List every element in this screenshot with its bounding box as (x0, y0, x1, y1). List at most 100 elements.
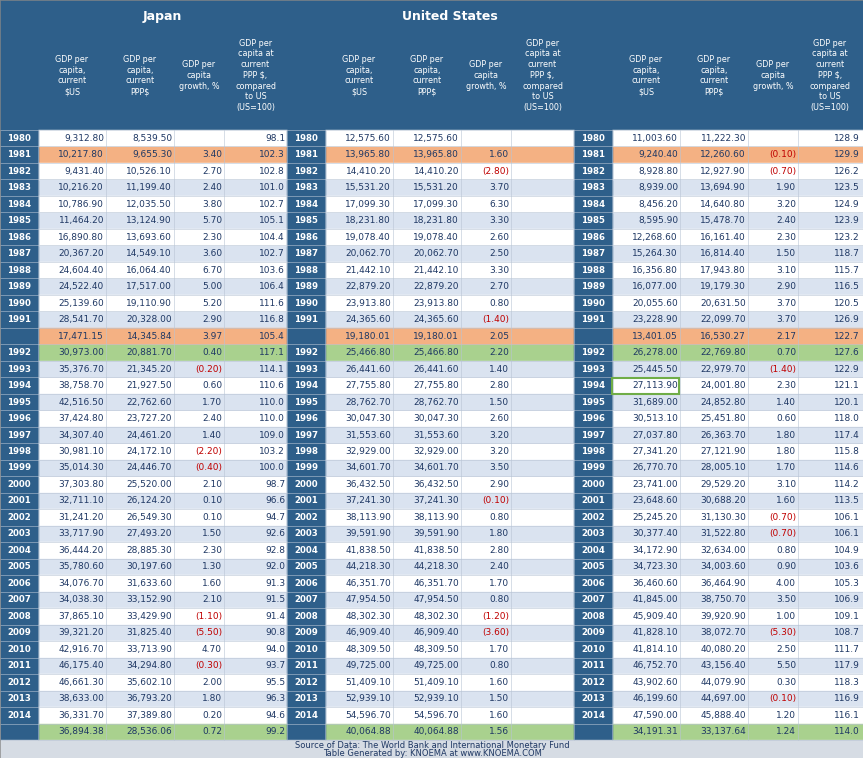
Text: 37,865.10: 37,865.10 (58, 612, 104, 621)
Bar (325, 724, 574, 740)
Text: (3.60): (3.60) (482, 628, 509, 637)
Text: 5.50: 5.50 (776, 661, 796, 670)
Text: 1981: 1981 (7, 150, 31, 159)
Text: 2000: 2000 (581, 480, 605, 489)
Text: 32,929.00: 32,929.00 (413, 447, 459, 456)
Text: 19,180.01: 19,180.01 (413, 331, 459, 340)
Bar (0, 641, 38, 658)
Text: 126.2: 126.2 (835, 167, 860, 176)
Text: 12,260.60: 12,260.60 (701, 150, 746, 159)
Bar (612, 724, 863, 740)
Text: 27,113.90: 27,113.90 (633, 381, 678, 390)
Bar (0, 543, 38, 559)
Text: 30,197.60: 30,197.60 (126, 562, 172, 572)
Text: 28,536.06: 28,536.06 (126, 727, 172, 736)
Text: 21,345.20: 21,345.20 (127, 365, 172, 374)
Bar (612, 427, 863, 443)
Bar (612, 592, 863, 608)
Text: 29,529.20: 29,529.20 (701, 480, 746, 489)
Text: 23,648.60: 23,648.60 (633, 496, 678, 506)
Text: 22,762.60: 22,762.60 (127, 397, 172, 406)
Text: 1988: 1988 (7, 265, 31, 274)
Text: 117.4: 117.4 (835, 431, 860, 440)
Bar (612, 625, 863, 641)
Text: GDP per
capita
growth, %: GDP per capita growth, % (466, 60, 507, 91)
Bar (325, 246, 574, 262)
Bar (0, 130, 38, 146)
Text: 1.70: 1.70 (488, 579, 509, 588)
Text: 54,596.70: 54,596.70 (413, 711, 459, 720)
Text: 91.4: 91.4 (265, 612, 285, 621)
Text: 1.60: 1.60 (202, 579, 222, 588)
Text: 20,055.60: 20,055.60 (633, 299, 678, 308)
Text: 32,634.00: 32,634.00 (701, 546, 746, 555)
Text: (0.10): (0.10) (769, 150, 796, 159)
Text: 0.72: 0.72 (202, 727, 222, 736)
Text: 2004: 2004 (581, 546, 605, 555)
Bar (38, 196, 287, 212)
Text: 45,888.40: 45,888.40 (701, 711, 746, 720)
Bar (325, 609, 574, 625)
Bar (612, 213, 863, 229)
Bar (0, 724, 38, 740)
Text: 118.3: 118.3 (835, 678, 860, 687)
Text: 2.50: 2.50 (489, 249, 509, 258)
Bar (612, 675, 863, 691)
Text: 38,072.70: 38,072.70 (700, 628, 746, 637)
Text: 4.00: 4.00 (776, 579, 796, 588)
Text: 10,526.10: 10,526.10 (126, 167, 172, 176)
Bar (325, 477, 574, 493)
Text: 26,441.60: 26,441.60 (345, 365, 391, 374)
Text: 9,655.30: 9,655.30 (132, 150, 172, 159)
Text: 41,838.50: 41,838.50 (413, 546, 459, 555)
Text: 1986: 1986 (581, 233, 605, 242)
Text: 116.5: 116.5 (835, 282, 860, 291)
Text: 1997: 1997 (7, 431, 31, 440)
Bar (612, 609, 863, 625)
Bar (612, 411, 863, 427)
Bar (287, 625, 325, 641)
Text: 10,216.20: 10,216.20 (59, 183, 104, 193)
Text: 21,442.10: 21,442.10 (413, 265, 459, 274)
Text: 15,264.30: 15,264.30 (633, 249, 678, 258)
Text: 3.70: 3.70 (488, 183, 509, 193)
Bar (0, 658, 38, 674)
Text: 18,231.80: 18,231.80 (413, 216, 459, 225)
Text: 25,445.50: 25,445.50 (633, 365, 678, 374)
Bar (612, 246, 863, 262)
Text: 1983: 1983 (294, 183, 318, 193)
Text: 1998: 1998 (581, 447, 605, 456)
Bar (0, 246, 38, 262)
Text: 9,240.40: 9,240.40 (639, 150, 678, 159)
Text: 35,780.60: 35,780.60 (58, 562, 104, 572)
Text: 2011: 2011 (7, 661, 31, 670)
Text: 126.9: 126.9 (835, 315, 860, 324)
Text: 3.30: 3.30 (488, 216, 509, 225)
Text: (0.10): (0.10) (482, 496, 509, 506)
Bar (287, 295, 325, 312)
Text: 24,001.80: 24,001.80 (701, 381, 746, 390)
Text: 2.05: 2.05 (489, 331, 509, 340)
Text: 19,180.01: 19,180.01 (345, 331, 391, 340)
Bar (612, 641, 863, 658)
Text: 2.10: 2.10 (202, 595, 222, 604)
Text: 5.00: 5.00 (202, 282, 222, 291)
Bar (0, 477, 38, 493)
Text: 44,218.30: 44,218.30 (413, 562, 459, 572)
Text: 1980: 1980 (294, 133, 318, 143)
Bar (612, 509, 863, 526)
Text: 35,014.30: 35,014.30 (58, 463, 104, 472)
Bar (612, 229, 863, 246)
Text: 31,825.40: 31,825.40 (126, 628, 172, 637)
Text: 35,602.10: 35,602.10 (126, 678, 172, 687)
Text: 14,549.10: 14,549.10 (126, 249, 172, 258)
Text: 6.70: 6.70 (202, 265, 222, 274)
Bar (612, 279, 863, 295)
Text: 2001: 2001 (294, 496, 318, 506)
Bar (325, 295, 574, 312)
Text: 120.5: 120.5 (835, 299, 860, 308)
Text: 1984: 1984 (7, 199, 31, 208)
Text: 36,460.60: 36,460.60 (633, 579, 678, 588)
Text: 116.9: 116.9 (835, 694, 860, 703)
Text: 9,312.80: 9,312.80 (64, 133, 104, 143)
